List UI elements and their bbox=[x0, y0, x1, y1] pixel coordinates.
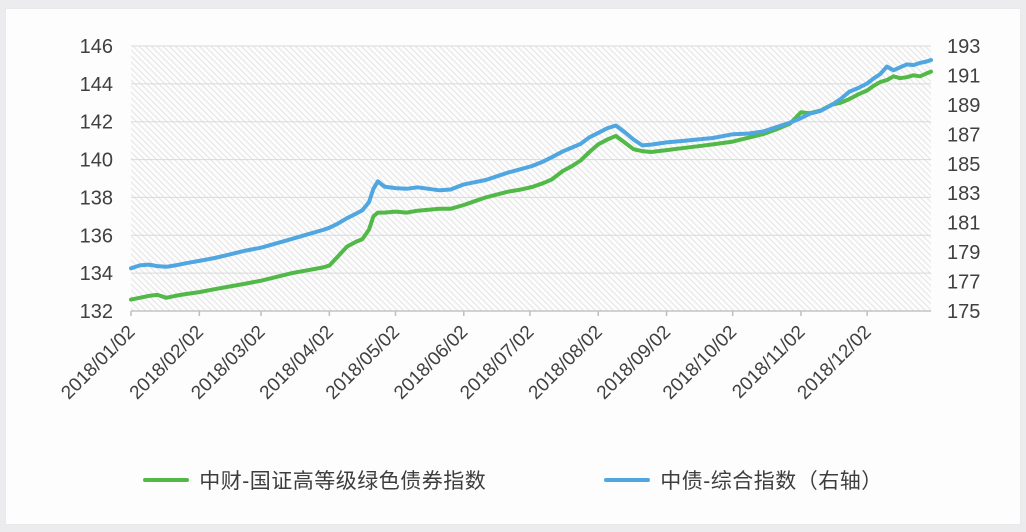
right-axis-tick-label: 189 bbox=[947, 95, 980, 117]
legend-label-green-bond-index: 中财-国证高等级绿色债券指数 bbox=[199, 470, 487, 493]
right-axis-tick-label: 185 bbox=[947, 154, 980, 176]
chart-card: 146 144 142 140 138 136 134 132 193 191 189 187 185 1… bbox=[5, 8, 1021, 525]
right-axis-tick-label: 179 bbox=[947, 242, 980, 264]
right-axis-tick-label: 181 bbox=[947, 213, 980, 235]
left-axis-tick-label: 140 bbox=[80, 150, 113, 172]
left-axis-tick-label: 144 bbox=[80, 74, 113, 96]
right-axis-tick-label: 175 bbox=[947, 301, 980, 323]
line-chart-canvas: 146 144 142 140 138 136 134 132 193 191 189 187 185 1… bbox=[57, 36, 980, 404]
left-axis-tick-label: 142 bbox=[80, 112, 113, 134]
left-axis-tick-label: 134 bbox=[80, 263, 113, 285]
left-axis-tick-label: 136 bbox=[80, 225, 113, 247]
left-axis-tick-label: 132 bbox=[80, 301, 113, 323]
legend-label-composite-index: 中债-综合指数（右轴） bbox=[660, 470, 883, 493]
left-axis-tick-label: 146 bbox=[80, 36, 113, 58]
right-axis-tick-label: 177 bbox=[947, 272, 980, 294]
series-line-composite-index bbox=[129, 58, 933, 271]
right-axis-tick-label: 193 bbox=[947, 36, 980, 58]
left-axis-tick-label: 138 bbox=[80, 187, 113, 209]
legend-item-green-bond-index: 中财-国证高等级绿色债券指数 bbox=[143, 465, 486, 495]
right-axis-tick-label: 183 bbox=[947, 183, 980, 205]
right-axis-tick-label: 187 bbox=[947, 124, 980, 146]
legend-item-composite-index: 中债-综合指数（右轴） bbox=[604, 465, 883, 495]
chart-legend: 中财-国证高等级绿色债券指数 中债-综合指数（右轴） bbox=[6, 465, 1020, 495]
right-axis-tick-label: 191 bbox=[947, 65, 980, 87]
legend-swatch-green bbox=[143, 478, 190, 482]
series-line-green-bond-index bbox=[129, 69, 933, 302]
plot-area-hatch-background bbox=[131, 46, 931, 311]
legend-swatch-blue bbox=[604, 478, 651, 482]
